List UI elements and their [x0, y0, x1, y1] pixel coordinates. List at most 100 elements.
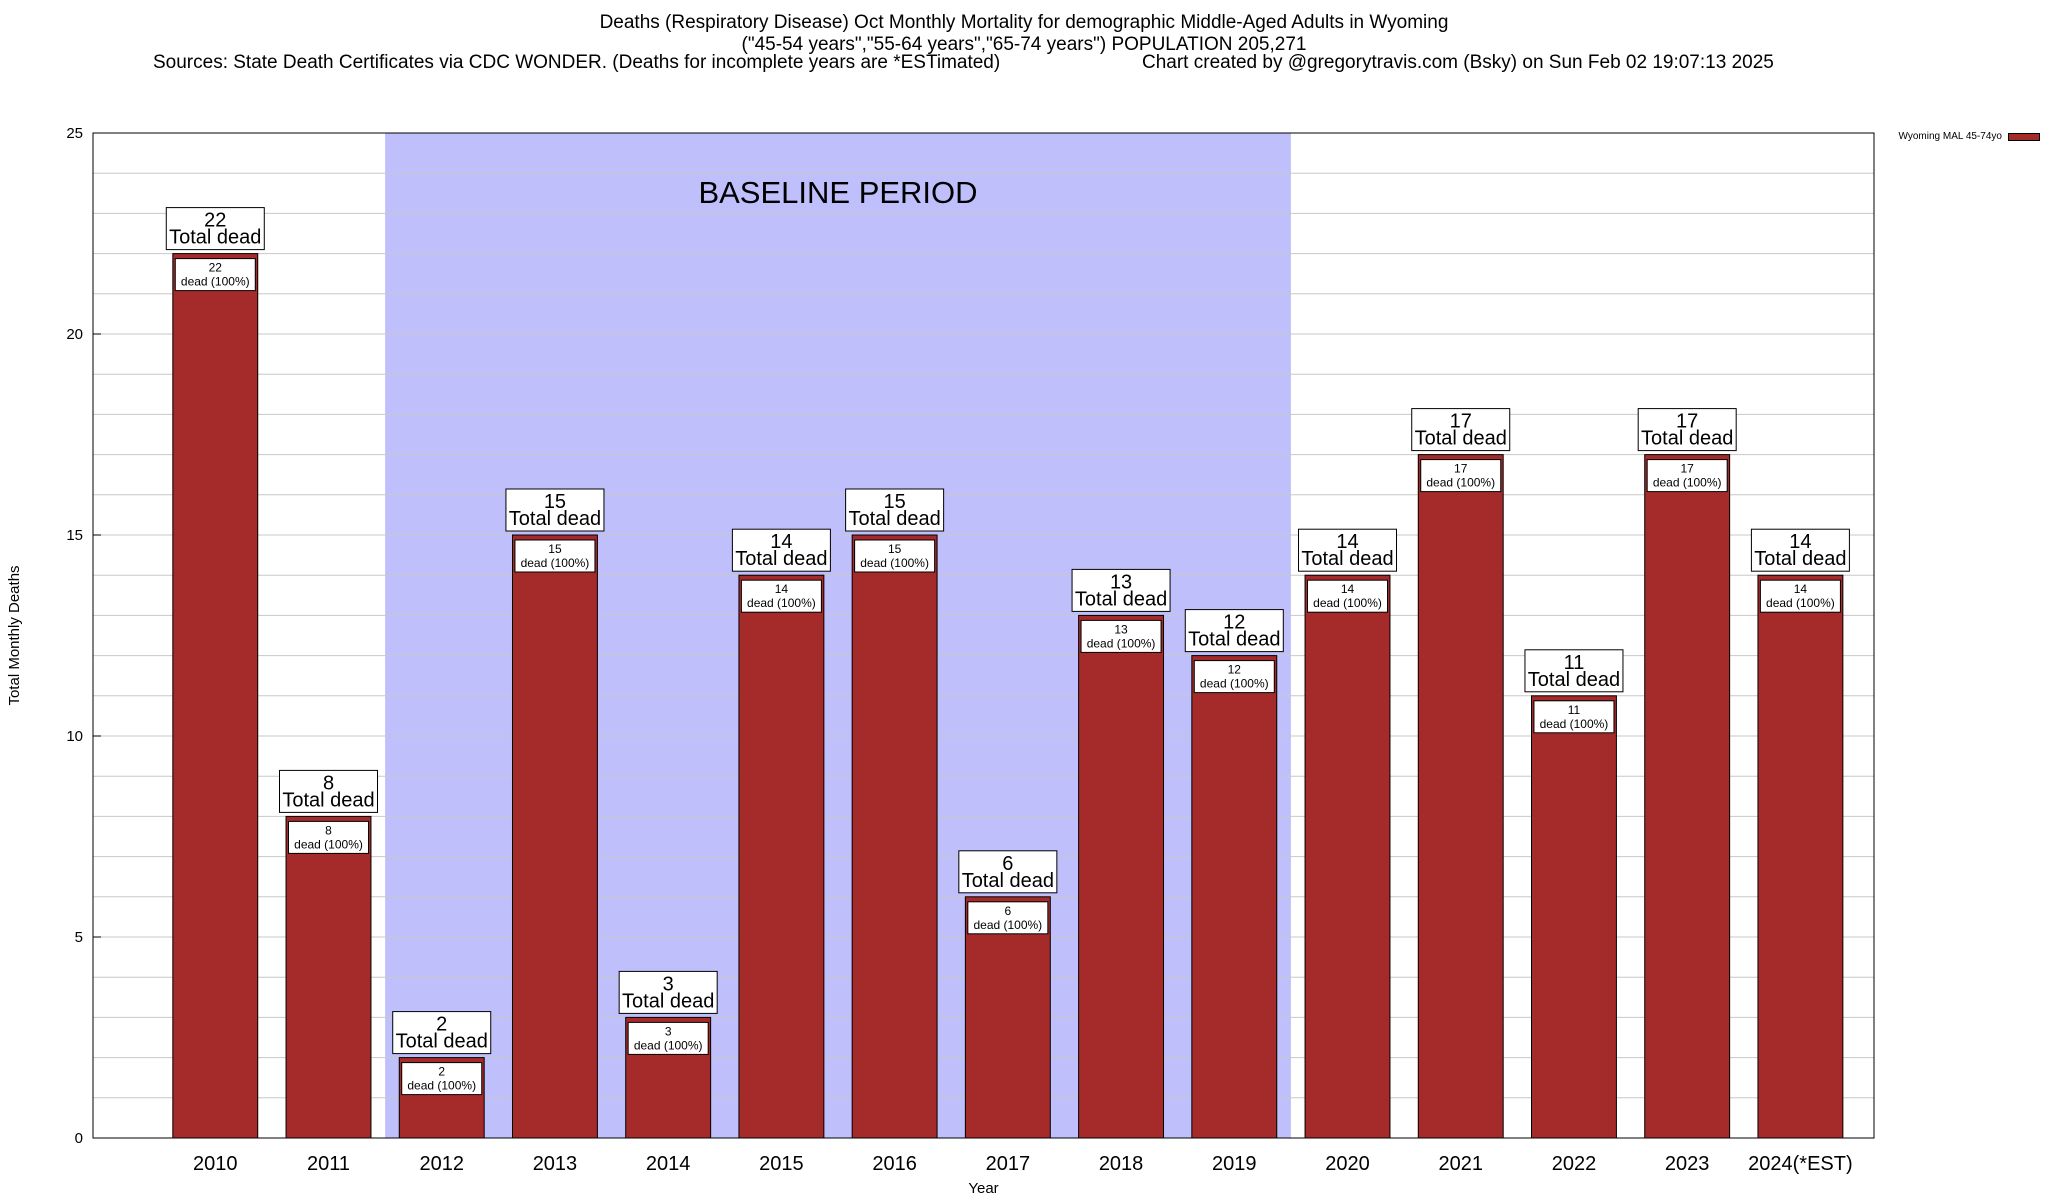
bar-total-text: Total dead	[1415, 428, 1507, 450]
bar-inner-label-box	[1646, 459, 1728, 493]
bar-total-value: 2	[436, 1014, 447, 1036]
bar-total-value: 8	[323, 772, 334, 794]
y-tick-label: 10	[66, 728, 83, 745]
x-tick-label: 2016	[872, 1153, 917, 1175]
bar-total-text: Total dead	[1754, 548, 1846, 570]
bar-total-value: 11	[1564, 652, 1585, 674]
x-tick-label: 2024(*EST)	[1748, 1153, 1853, 1175]
bar	[1078, 614, 1165, 1139]
bar-inner-pct: dead (100%)	[181, 275, 250, 289]
bar-inner-label-box	[1533, 700, 1615, 734]
y-tick-label: 15	[66, 527, 83, 544]
bar-total-label-box	[505, 488, 605, 532]
bar-inner-label-box	[174, 258, 256, 292]
bar-total-label-box	[1411, 408, 1511, 452]
bar-inner-pct: dead (100%)	[407, 1079, 476, 1093]
bar-total-text: Total dead	[169, 227, 261, 249]
bar-total-text: Total dead	[1188, 629, 1280, 651]
x-tick-label: 2013	[533, 1153, 578, 1175]
y-tick-label: 25	[66, 125, 83, 142]
x-tick-label: 2014	[646, 1153, 691, 1175]
baseline-label: BASELINE PERIOD	[698, 175, 977, 210]
bar-inner-value: 14	[1341, 582, 1355, 596]
bar-total-label-box	[392, 1011, 492, 1055]
bar-inner-value: 3	[665, 1024, 672, 1038]
bar-total-label-box	[618, 970, 718, 1014]
x-tick-label: 2017	[986, 1153, 1031, 1175]
bar-total-text: Total dead	[1641, 428, 1733, 450]
sources-text: Sources: State Death Certificates via CD…	[153, 52, 1001, 73]
bar-inner-value: 14	[775, 582, 789, 596]
bar-inner-pct: dead (100%)	[860, 556, 929, 570]
bar-inner-label-box	[514, 539, 596, 573]
bar-total-text: Total dead	[848, 508, 940, 530]
bar	[285, 815, 372, 1139]
bar-inner-pct: dead (100%)	[1087, 636, 1156, 650]
bar-inner-label-box	[1420, 459, 1502, 493]
bar	[1531, 695, 1617, 1139]
bar	[1644, 454, 1731, 1139]
bar	[964, 896, 1051, 1139]
x-axis-label: Year	[968, 1180, 998, 1197]
bar-inner-label-box	[401, 1062, 483, 1096]
bar-total-value: 3	[663, 973, 674, 995]
bar-total-text: Total dead	[622, 990, 714, 1012]
bar-total-label-box	[279, 769, 379, 813]
bar	[1191, 655, 1278, 1139]
y-tick-label: 5	[75, 929, 83, 946]
bar-inner-pct: dead (100%)	[1313, 596, 1382, 610]
bar-total-text: Total dead	[1075, 588, 1167, 610]
bar-total-text: Total dead	[396, 1031, 488, 1053]
bar-total-value: 15	[883, 491, 905, 513]
bar-total-value: 14	[1789, 531, 1811, 553]
bar-total-label-box	[165, 207, 265, 251]
bar-inner-pct: dead (100%)	[1540, 717, 1609, 731]
bar-total-label-box	[845, 488, 945, 532]
x-tick-label: 2011	[307, 1153, 350, 1175]
bar	[1757, 574, 1844, 1139]
bar-inner-label-box	[854, 539, 936, 573]
bar-inner-pct: dead (100%)	[1200, 677, 1269, 691]
bar-inner-label-box	[1193, 660, 1275, 694]
bar-total-value: 13	[1110, 571, 1132, 593]
bar	[738, 574, 825, 1139]
bar-inner-label-box	[1080, 619, 1162, 653]
x-tick-label: 2020	[1325, 1153, 1370, 1175]
chart-subtitle: ("45-54 years","55-64 years","65-74 year…	[741, 34, 1307, 55]
x-tick-label: 2015	[759, 1153, 804, 1175]
x-tick-label: 2021	[1438, 1153, 1483, 1175]
bar-total-value: 12	[1223, 612, 1245, 634]
legend-swatch	[2008, 132, 2040, 141]
bar-inner-pct: dead (100%)	[294, 837, 363, 851]
bar-inner-value: 2	[438, 1065, 445, 1079]
bar-inner-value: 22	[209, 261, 223, 275]
bar-inner-value: 15	[548, 542, 562, 556]
legend-label: Wyoming MAL 45-74yo	[1898, 131, 2002, 142]
bar-inner-pct: dead (100%)	[747, 596, 816, 610]
bar-total-value: 14	[1336, 531, 1358, 553]
bar-total-value: 22	[204, 210, 226, 232]
bar-inner-pct: dead (100%)	[1653, 476, 1722, 490]
bar-inner-label-box	[288, 820, 370, 854]
bar-total-text: Total dead	[735, 548, 827, 570]
bar-total-text: Total dead	[1528, 669, 1620, 691]
chart-title: Deaths (Respiratory Disease) Oct Monthly…	[599, 12, 1449, 33]
bar	[1417, 454, 1504, 1139]
bar-inner-value: 12	[1228, 663, 1242, 677]
bar-total-text: Total dead	[282, 789, 374, 811]
bar-total-label-box	[1071, 568, 1171, 612]
bar-inner-value: 6	[1004, 904, 1011, 918]
chart-title-block: Deaths (Respiratory Disease) Oct Monthly…	[0, 12, 2048, 56]
x-tick-label: 2022	[1552, 1153, 1597, 1175]
bar-total-label-box	[1298, 528, 1398, 572]
credit-text: Chart created by @gregorytravis.com (Bsk…	[1142, 52, 1774, 73]
legend: Wyoming MAL 45-74yo	[1899, 131, 2040, 142]
bar-inner-pct: dead (100%)	[973, 918, 1042, 932]
bar-total-label-box	[958, 850, 1058, 894]
x-tick-label: 2010	[193, 1153, 238, 1175]
bar-total-text: Total dead	[962, 870, 1054, 892]
bar	[511, 534, 598, 1139]
bar-total-label-box	[1524, 649, 1624, 693]
bar	[1304, 574, 1391, 1139]
